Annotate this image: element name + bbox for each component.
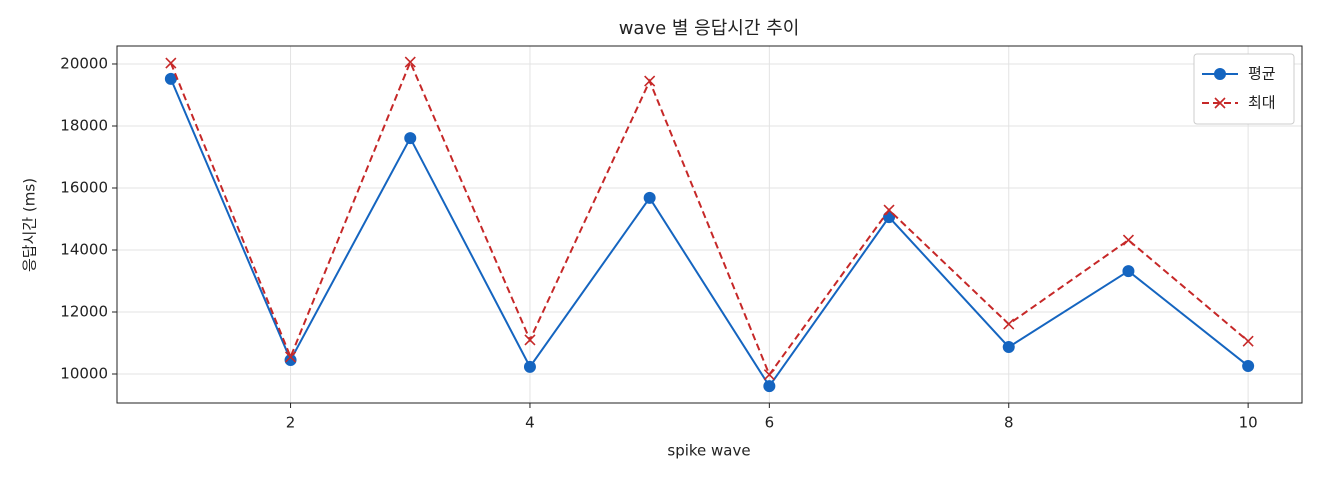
plot-frame	[116, 45, 1303, 404]
marker	[763, 369, 775, 381]
x-tick-label: 2	[286, 414, 296, 432]
marker	[1122, 234, 1135, 246]
chart-title: wave 별 응답시간 추이	[619, 18, 800, 39]
marker	[1242, 359, 1255, 372]
marker	[1122, 265, 1135, 278]
marker	[165, 57, 177, 69]
x-tick-label: 6	[765, 414, 775, 432]
marker	[404, 132, 417, 145]
x-tick-label: 8	[1004, 414, 1014, 432]
marker	[1214, 68, 1226, 80]
y-tick-label: 16000	[60, 178, 108, 196]
marker	[284, 351, 297, 363]
marker	[643, 191, 656, 204]
x-tick-label: 4	[525, 414, 535, 432]
legend-box	[1193, 53, 1295, 125]
x-axis-label: spike wave	[667, 442, 750, 460]
x-tick-label: 10	[1239, 414, 1258, 432]
marker	[763, 380, 776, 393]
marker	[1003, 318, 1015, 330]
marker	[1002, 341, 1015, 354]
series-line	[169, 59, 1249, 377]
marker	[883, 204, 895, 216]
y-tick-label: 18000	[60, 116, 108, 134]
marker	[644, 75, 656, 87]
marker	[1214, 97, 1226, 109]
legend-label: 평균	[1248, 65, 1276, 83]
marker	[524, 334, 536, 346]
series-line	[169, 78, 1249, 388]
legend-label: 최대	[1248, 94, 1276, 112]
y-tick-label: 12000	[60, 303, 108, 321]
marker	[404, 56, 416, 68]
marker	[523, 360, 536, 373]
y-tick-label: 10000	[60, 365, 108, 383]
y-tick-label: 14000	[60, 241, 108, 259]
y-tick-label: 20000	[60, 54, 108, 72]
y-axis-label: 응답시간 (ms)	[21, 178, 39, 272]
marker	[1242, 335, 1254, 347]
